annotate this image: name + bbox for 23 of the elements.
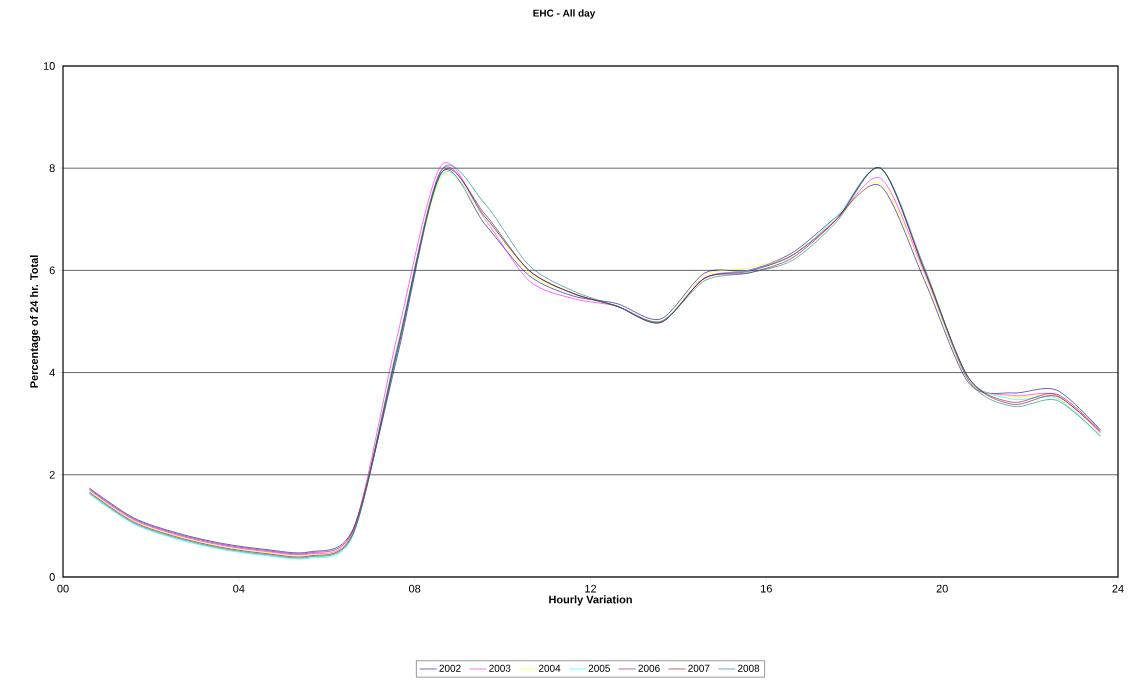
y-tick-label: 8 [49, 164, 55, 173]
legend-label: 2007 [688, 664, 710, 672]
x-tick-label: 24 [1112, 584, 1124, 593]
x-tick-label: 16 [761, 584, 772, 593]
x-tick-label: 20 [936, 584, 948, 593]
x-axis-title: Hourly Variation [549, 595, 632, 606]
x-tick-label: 12 [585, 584, 597, 593]
legend-label: 2005 [588, 664, 610, 672]
legend-label: 2006 [638, 664, 660, 672]
y-tick-label: 6 [49, 266, 55, 275]
y-axis-title: Percentage of 24 hr. Total [29, 255, 41, 388]
y-tick-label: 4 [49, 368, 55, 377]
y-tick-label: 0 [49, 573, 55, 581]
legend-label: 2004 [538, 664, 561, 672]
legend-label: 2002 [439, 664, 461, 672]
y-tick-label: 10 [43, 62, 55, 70]
x-tick-label: 00 [57, 584, 69, 593]
chart-title: EHC - All day [533, 9, 596, 19]
legend-label: 2008 [737, 664, 760, 672]
y-tick-label: 2 [49, 470, 55, 479]
x-tick-label: 08 [409, 584, 421, 593]
x-tick-label: 04 [233, 584, 245, 593]
legend-label: 2003 [489, 664, 511, 672]
